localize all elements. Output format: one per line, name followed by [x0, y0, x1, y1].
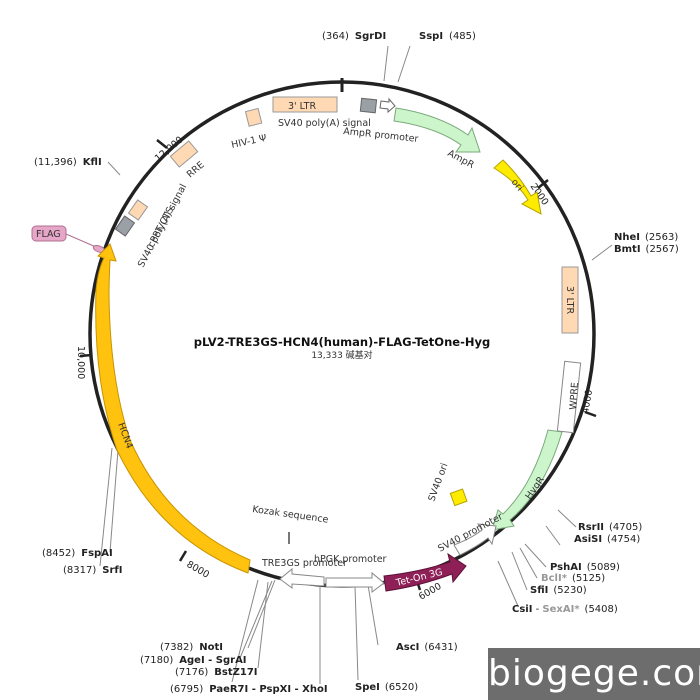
- feature-rre-label: RRE: [185, 160, 207, 181]
- feature-flag-box: [31, 225, 67, 242]
- site-asci: AscI (6431): [396, 642, 458, 653]
- site-asisi: AsiSI (4754): [574, 534, 640, 545]
- tick-label-8000: 8000: [185, 559, 211, 581]
- site-sgrdi: (364) SgrDI: [322, 31, 386, 42]
- site-paer7i: (6795) PaeR7I - PspXI - XhoI: [170, 684, 328, 695]
- feature-3ltr-right-label: 3' LTR: [564, 286, 575, 314]
- feature-flag-leader: [65, 233, 97, 248]
- feature-hcn4-arrow: [95, 243, 251, 574]
- tick-label-10000: 10,000: [75, 346, 86, 379]
- site-pshai: PshAI (5089): [550, 562, 620, 573]
- site-sfii: SfiI (5230): [530, 585, 587, 596]
- feature-tre3gs-label: TRE3GS promoter: [261, 558, 347, 569]
- feature-sv40-polya-left-label: SV40 poly(A) signal: [136, 182, 189, 269]
- feature-kozak-label: Kozak sequence: [252, 504, 330, 526]
- feature-hpgk-label: hPGK promoter: [314, 554, 387, 565]
- feature-3ltr-right-box: [561, 266, 579, 334]
- feature-ori-arrow: [493, 159, 542, 215]
- feature-flag-label: FLAG: [36, 229, 61, 240]
- feature-tre3gs-arrow: [279, 567, 325, 589]
- feature-teton-arrow: [383, 552, 467, 592]
- site-kfli: (11,396) KflI: [34, 157, 102, 168]
- feature-sv40-ori-box: [449, 488, 468, 507]
- feature-wpre-box: [556, 360, 582, 434]
- feature-ampr-arrow: [393, 107, 481, 153]
- feature-small-arrow-top: [379, 97, 396, 114]
- feature-hygr-arrow: [491, 429, 563, 531]
- site-spei: SpeI (6520): [355, 682, 418, 693]
- site-bcli: BclI* (5125): [541, 573, 605, 584]
- watermark: biogege.com: [488, 648, 700, 700]
- site-bstz17i: (7176) BstZ17I: [175, 667, 258, 678]
- feature-grey-box-top: [359, 97, 378, 114]
- site-sspi: SspI (485): [419, 31, 476, 42]
- site-leader-lines: [99, 45, 613, 684]
- site-agei: (7180) AgeI - SgrAI: [140, 655, 247, 666]
- feature-sv40-polya-top-label: SV40 poly(A) signal: [278, 118, 371, 129]
- feature-hpgk-arrow: [325, 571, 385, 593]
- site-noti: (7382) NotI: [160, 642, 223, 653]
- tick-marks: [79, 139, 597, 591]
- feature-hiv-psi-label: HIV-1 Ψ: [230, 133, 267, 151]
- site-nhei: NheI (2563): [614, 232, 678, 243]
- tick-label-4000: 4000: [580, 389, 595, 415]
- feature-wpre-label: WPRE: [568, 382, 581, 410]
- feature-ampr-promoter-label: AmpR promoter: [343, 126, 419, 145]
- plasmid-name: pLV2-TRE3GS-HCN4(human)-FLAG-TetOne-Hyg: [194, 335, 490, 349]
- feature-sv40-promoter-arrow: [453, 523, 497, 556]
- feature-grey-box-left: [114, 215, 136, 237]
- feature-sv40-ori-label: SV40 ori: [426, 462, 450, 503]
- feature-3ltr-top: [272, 96, 338, 113]
- plasmid-size: 13,333 碱基对: [311, 349, 372, 361]
- feature-rre-box: [169, 140, 199, 168]
- site-rsrii: RsrII (4705): [578, 522, 642, 533]
- feature-3ltr-top-label: 3' LTR: [288, 101, 316, 112]
- site-csii: CsiI - SexAI* (5408): [512, 604, 618, 615]
- site-fspai: (8452) FspAI: [42, 548, 113, 559]
- site-bmti: BmtI (2567): [614, 244, 679, 255]
- feature-hiv-psi-box: [244, 107, 263, 127]
- site-srfi: (8317) SrfI: [63, 565, 122, 576]
- feature-cppt-box: [127, 199, 149, 221]
